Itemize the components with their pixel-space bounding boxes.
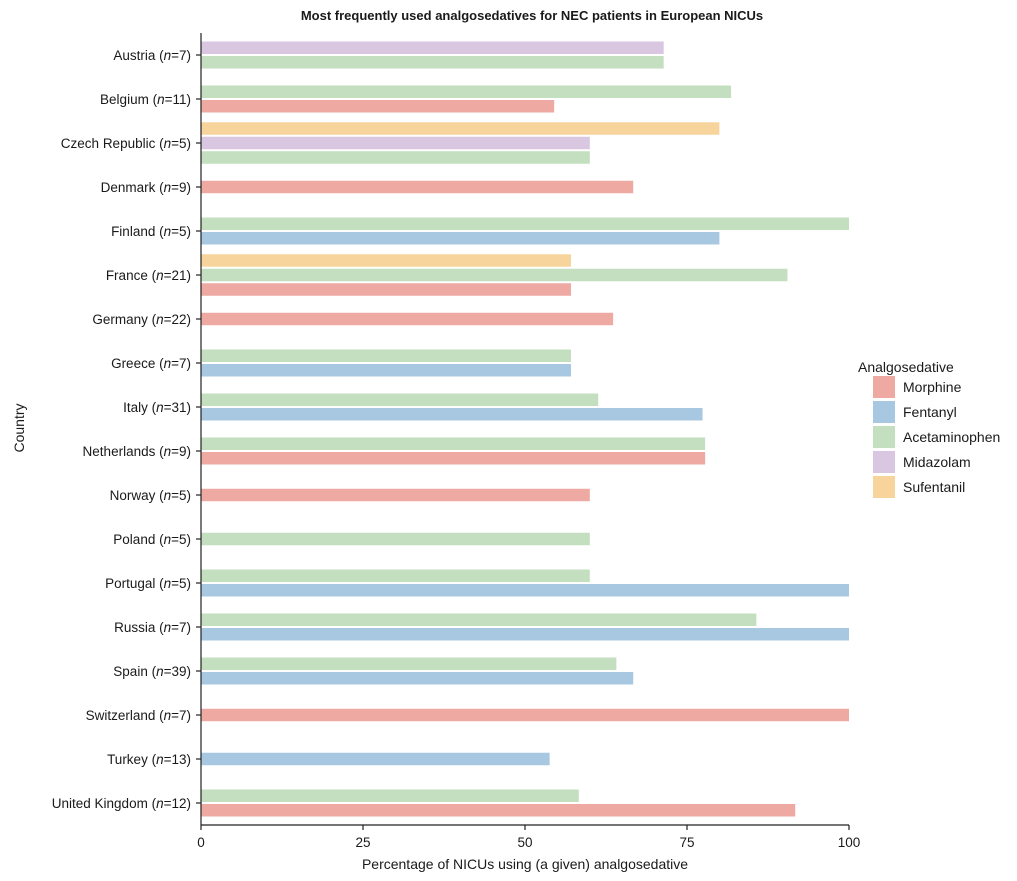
x-tick-label: 25: [355, 835, 370, 850]
x-tick-label: 50: [517, 835, 532, 850]
legend-swatch-midazolam: [873, 451, 895, 473]
chart-title: Most frequently used analgosedatives for…: [301, 8, 763, 23]
country-label-france: France (n=21): [106, 268, 191, 283]
legend-label-acetaminophen: Acetaminophen: [903, 429, 1000, 445]
country-label-spain: Spain (n=39): [113, 664, 191, 679]
bar-netherlands-morphine: [201, 452, 706, 465]
legend-swatch-fentanyl: [873, 401, 895, 423]
bars-layer: [201, 41, 849, 817]
bar-czech-republic-sufentanil: [201, 122, 720, 135]
country-label-italy: Italy (n=31): [123, 400, 191, 415]
bar-russia-fentanyl: [201, 628, 849, 641]
bar-greece-fentanyl: [201, 364, 572, 377]
country-label-belgium: Belgium (n=11): [100, 92, 191, 107]
bar-austria-midazolam: [201, 41, 664, 54]
bar-france-acetaminophen: [201, 268, 788, 282]
bar-czech-republic-acetaminophen: [201, 151, 590, 164]
bar-netherlands-acetaminophen: [201, 437, 706, 450]
legend-label-morphine: Morphine: [903, 379, 962, 395]
bar-france-morphine: [201, 283, 572, 296]
bar-austria-acetaminophen: [201, 56, 664, 69]
country-label-finland: Finland (n=5): [111, 224, 191, 239]
bar-russia-acetaminophen: [201, 613, 757, 626]
country-label-portugal: Portugal (n=5): [105, 576, 191, 591]
x-axis-ticks: 0 25 50 75 100: [197, 825, 860, 850]
x-tick-label: 100: [838, 835, 861, 850]
bar-greece-acetaminophen: [201, 349, 572, 362]
bar-spain-acetaminophen: [201, 657, 617, 670]
country-label-denmark: Denmark (n=9): [101, 180, 191, 195]
bar-united-kingdom-acetaminophen: [201, 789, 579, 802]
bar-turkey-fentanyl: [201, 752, 550, 766]
country-label-czech-republic: Czech Republic (n=5): [61, 136, 191, 151]
country-label-greece: Greece (n=7): [111, 356, 191, 371]
country-label-united-kingdom: United Kingdom (n=12): [52, 796, 191, 811]
legend-label-midazolam: Midazolam: [903, 454, 971, 470]
bar-portugal-acetaminophen: [201, 569, 590, 582]
bar-france-sufentanil: [201, 254, 572, 267]
x-tick-label: 0: [197, 835, 205, 850]
country-labels: Austria (n=7) Belgium (n=11) Czech Republi…: [52, 48, 201, 811]
bar-switzerland-morphine: [201, 708, 849, 722]
legend-swatch-sufentanil: [873, 476, 895, 498]
bar-belgium-morphine: [201, 100, 555, 113]
bar-poland-acetaminophen: [201, 532, 590, 546]
bar-spain-fentanyl: [201, 672, 634, 685]
y-axis-title: Country: [11, 403, 27, 452]
bar-italy-acetaminophen: [201, 393, 599, 406]
legend-title: Analgosedative: [858, 359, 954, 375]
country-label-switzerland: Switzerland (n=7): [86, 708, 191, 723]
country-label-russia: Russia (n=7): [114, 620, 191, 635]
country-label-turkey: Turkey (n=13): [107, 752, 191, 767]
bar-finland-acetaminophen: [201, 217, 849, 230]
x-axis-title: Percentage of NICUs using (a given) anal…: [362, 856, 688, 872]
legend-swatch-acetaminophen: [873, 426, 895, 448]
bar-norway-morphine: [201, 488, 590, 502]
country-label-netherlands: Netherlands (n=9): [83, 444, 191, 459]
country-label-germany: Germany (n=22): [92, 312, 191, 327]
bar-united-kingdom-morphine: [201, 804, 796, 817]
bar-belgium-acetaminophen: [201, 85, 732, 98]
bar-italy-fentanyl: [201, 408, 703, 421]
bar-portugal-fentanyl: [201, 584, 849, 597]
legend-items: Morphine Fentanyl Acetaminophen Midazolam Su…: [873, 376, 1000, 498]
country-label-norway: Norway (n=5): [110, 488, 191, 503]
country-label-austria: Austria (n=7): [113, 48, 191, 63]
legend-swatch-morphine: [873, 376, 895, 398]
bar-czech-republic-midazolam: [201, 136, 590, 150]
country-label-poland: Poland (n=5): [113, 532, 191, 547]
bar-germany-morphine: [201, 312, 614, 326]
x-tick-label: 75: [679, 835, 694, 850]
bar-finland-fentanyl: [201, 232, 720, 245]
legend-label-sufentanil: Sufentanil: [903, 479, 965, 495]
bar-denmark-morphine: [201, 180, 634, 194]
legend-label-fentanyl: Fentanyl: [903, 404, 957, 420]
legend: Analgosedative Morphine Fentanyl Acetamino…: [858, 359, 1000, 498]
